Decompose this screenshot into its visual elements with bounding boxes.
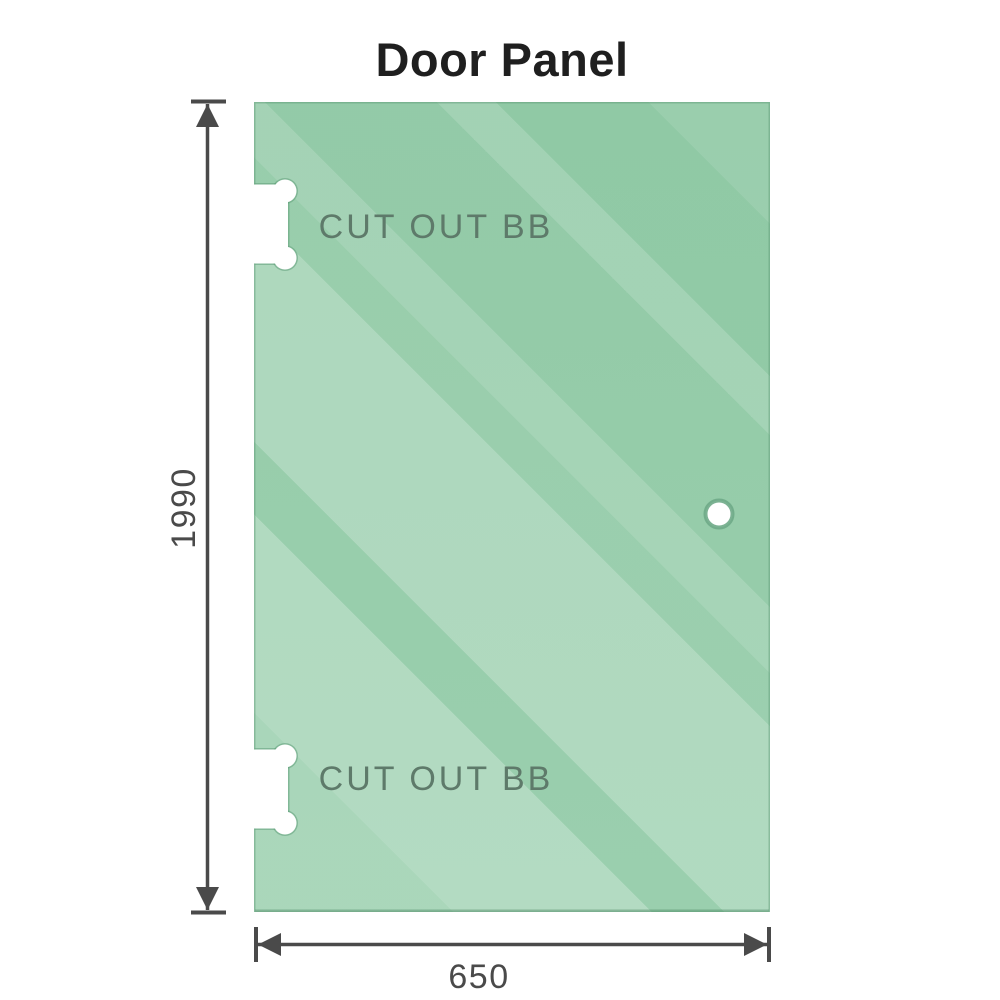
hinge-cutout-top-lobe-1 <box>273 179 297 203</box>
arrow-right-icon <box>744 933 767 956</box>
height-dimension: 1990 <box>165 99 226 915</box>
cutout-top-label: CUT OUT BB <box>319 208 554 246</box>
hinge-cutout-bottom-lobe-2 <box>273 811 297 835</box>
glass-panel-edge <box>254 102 770 912</box>
width-dimension-value: 650 <box>448 958 509 996</box>
handle-hole <box>703 498 735 530</box>
hinge-cutout-bottom <box>254 743 298 836</box>
height-dimension-value: 1990 <box>165 467 203 549</box>
arrow-down-icon <box>196 887 219 910</box>
glass-panel-reflections <box>254 102 770 912</box>
width-dimension: 650 <box>254 927 771 996</box>
arrow-up-icon <box>196 104 219 127</box>
hinge-cutout-top <box>254 178 298 271</box>
page-title: Door Panel <box>375 33 628 86</box>
hinge-cutout-bottom-lobe-1 <box>273 744 297 768</box>
cutout-bottom-label: CUT OUT BB <box>319 760 554 798</box>
glass-panel: CUT OUT BB CUT OUT BB <box>254 102 770 912</box>
arrow-left-icon <box>258 933 281 956</box>
hinge-cutout-top-lobe-2 <box>273 246 297 270</box>
